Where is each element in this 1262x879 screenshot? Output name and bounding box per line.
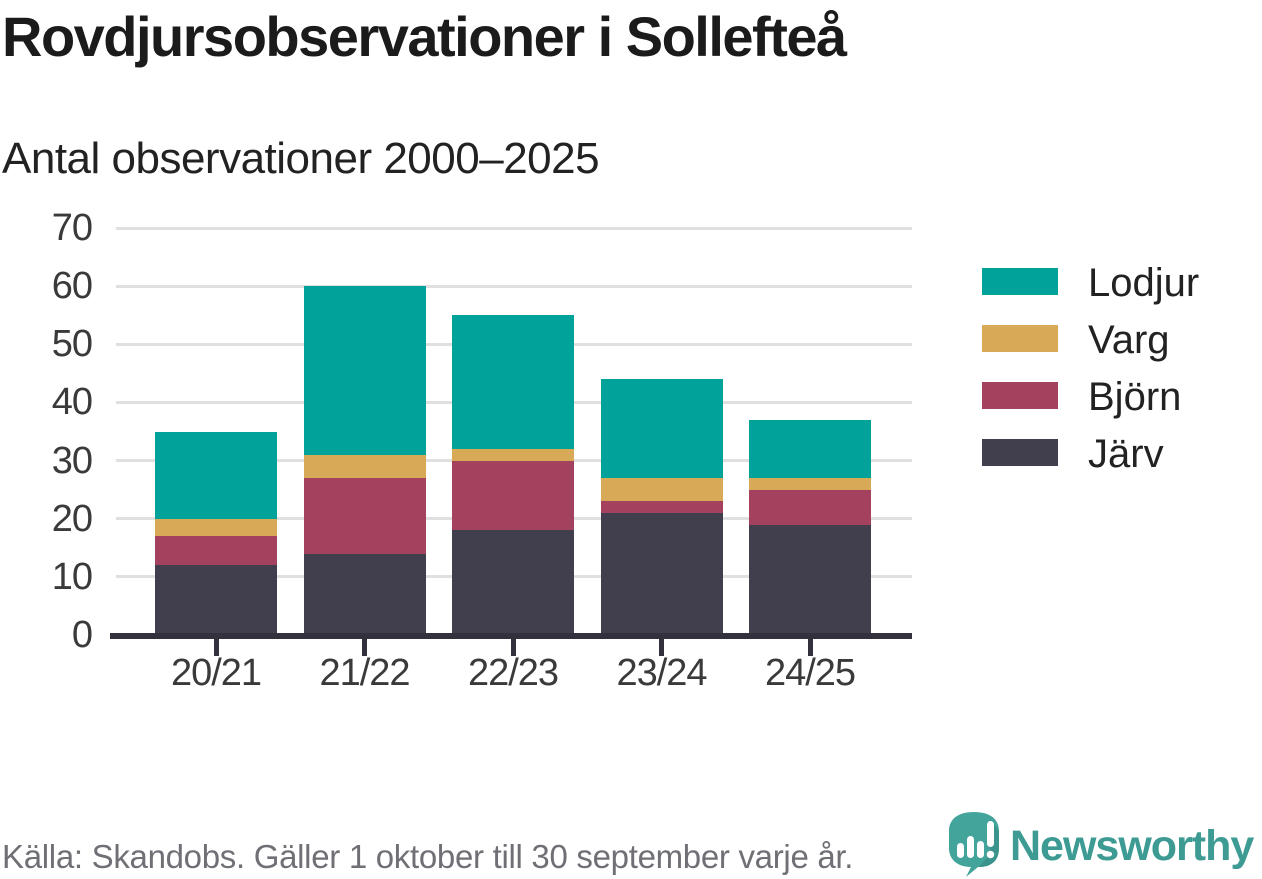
brand-footer: Newsworthy [946, 808, 1262, 879]
bar-segment-bjrn [303, 478, 426, 554]
x-axis-label: 20/21 [170, 652, 262, 694]
legend-swatch [982, 268, 1058, 295]
x-axis-label: 24/25 [764, 652, 856, 694]
legend-item-bjrn: Björn [982, 375, 1262, 422]
chart-title: Rovdjursobservationer i Sollefteå [2, 5, 847, 68]
bar-segment-bjrn [749, 489, 871, 525]
y-axis-label: 0 [71, 614, 93, 656]
x-axis-tick [362, 639, 367, 656]
source-note: Källa: Skandobs. Gäller 1 oktober till 3… [2, 838, 854, 875]
bar-segment-varg [155, 518, 277, 537]
y-axis-label: 40 [51, 381, 93, 424]
legend-label: Järv [1088, 432, 1164, 476]
x-axis-tick [213, 639, 219, 656]
bar-segment-lodjur [749, 419, 871, 478]
y-axis-label: 10 [51, 555, 93, 598]
bar-segment-bjrn [155, 536, 277, 566]
bar-segment-jrv [600, 512, 723, 635]
brand-name: Newsworthy [1010, 822, 1254, 870]
gridline [116, 284, 912, 288]
bar-segment-lodjur [600, 379, 723, 478]
x-axis-label: 23/24 [616, 652, 707, 694]
bar-segment-varg [749, 478, 871, 490]
legend-swatch [982, 382, 1058, 409]
bar-segment-varg [303, 454, 426, 478]
y-axis-label: 70 [51, 207, 93, 249]
bar-segment-jrv [452, 530, 574, 635]
legend-swatch [982, 325, 1058, 352]
x-axis-tick [807, 639, 813, 656]
bar-segment-jrv [303, 553, 426, 635]
bar-segment-bjrn [452, 460, 574, 531]
y-axis-label: 60 [51, 265, 93, 308]
legend-item-varg: Varg [982, 318, 1262, 365]
newsworthy-logo-icon [949, 812, 999, 877]
bar-segment-varg [452, 448, 574, 461]
bar-segment-lodjur [452, 315, 574, 449]
bar-segment-lodjur [155, 431, 277, 519]
bar-segment-jrv [155, 565, 277, 635]
y-axis-label: 50 [51, 323, 93, 366]
x-axis-label: 22/23 [467, 652, 559, 694]
bar-segment-varg [600, 478, 723, 502]
x-axis-tick [659, 639, 664, 656]
legend-label: Lodjur [1088, 261, 1200, 305]
x-axis-line [110, 633, 912, 639]
bar-segment-lodjur [303, 286, 426, 455]
y-axis-label: 30 [51, 439, 93, 482]
gridline [116, 226, 912, 230]
legend-swatch [982, 439, 1058, 466]
bar-segment-jrv [749, 524, 871, 635]
legend-label: Varg [1088, 318, 1170, 362]
plot-area [112, 226, 912, 635]
bar-segment-bjrn [600, 501, 723, 513]
legend-item-lodjur: Lodjur [982, 261, 1262, 308]
legend-item-jrv: Järv [982, 432, 1262, 479]
y-axis-label: 20 [51, 497, 93, 540]
x-axis-label: 21/22 [319, 652, 410, 694]
legend-label: Björn [1088, 375, 1182, 419]
x-axis-tick [510, 639, 516, 656]
chart-subtitle: Antal observationer 2000–2025 [2, 134, 600, 183]
